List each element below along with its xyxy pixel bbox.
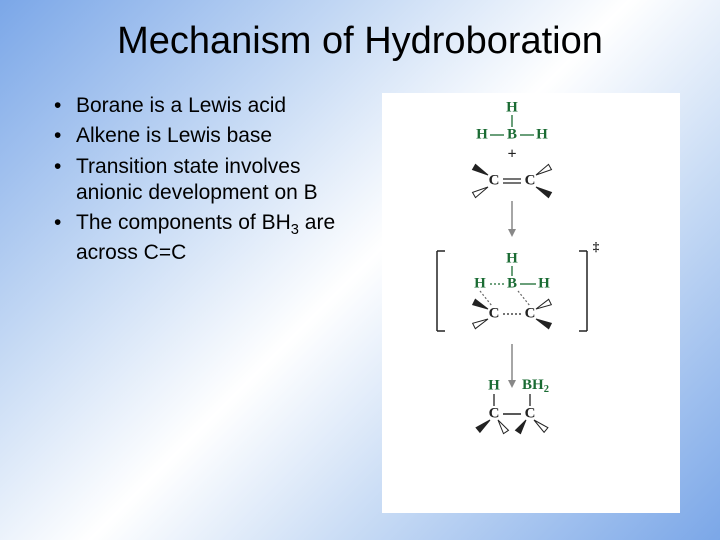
svg-text:C: C — [525, 172, 536, 188]
svg-text:C: C — [489, 405, 500, 421]
mechanism-diagram: HBHH+CC‡HBHHCCCCHBH2 — [382, 93, 680, 513]
svg-text:C: C — [525, 305, 536, 321]
svg-text:H: H — [507, 99, 519, 115]
svg-text:BH2: BH2 — [522, 377, 549, 395]
svg-text:C: C — [489, 172, 500, 188]
svg-text:‡: ‡ — [593, 239, 600, 254]
bullet-item: The components of BH3 are across C=C — [50, 210, 372, 266]
bullet-item: Transition state involves anionic develo… — [50, 154, 372, 207]
svg-text:+: + — [508, 146, 517, 163]
bullet-item: Alkene is Lewis base — [50, 123, 372, 149]
bullet-list: Borane is a Lewis acid Alkene is Lewis ba… — [50, 93, 372, 513]
slide-title: Mechanism of Hydroboration — [0, 0, 720, 63]
svg-text:B: B — [507, 275, 517, 291]
bullet-item: Borane is a Lewis acid — [50, 93, 372, 119]
svg-text:H: H — [477, 126, 489, 142]
svg-text:H: H — [537, 126, 549, 142]
svg-text:C: C — [525, 405, 536, 421]
svg-text:H: H — [475, 275, 487, 291]
svg-text:H: H — [507, 250, 519, 266]
svg-text:C: C — [489, 305, 500, 321]
svg-text:H: H — [539, 275, 551, 291]
slide-content: Borane is a Lewis acid Alkene is Lewis ba… — [0, 63, 720, 513]
svg-text:B: B — [507, 126, 517, 142]
svg-text:H: H — [489, 377, 501, 393]
